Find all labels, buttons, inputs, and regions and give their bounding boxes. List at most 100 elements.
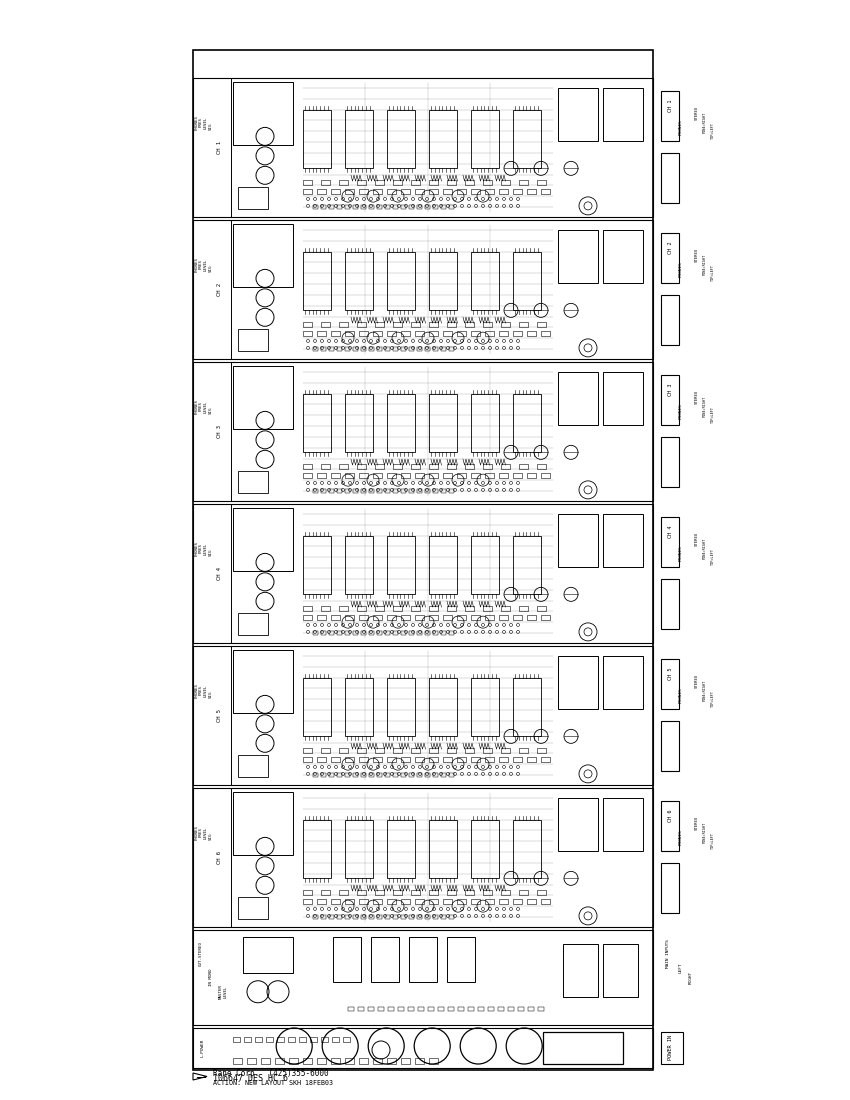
- Bar: [447, 179, 456, 185]
- Text: LEFT: LEFT: [679, 962, 683, 974]
- Bar: [345, 915, 350, 918]
- Text: PIN4=RIGHT: PIN4=RIGHT: [703, 680, 707, 701]
- Text: CH 6: CH 6: [668, 810, 673, 822]
- Bar: [417, 915, 422, 918]
- Bar: [359, 758, 368, 762]
- Text: STEREO: STEREO: [695, 673, 699, 688]
- Bar: [425, 206, 430, 209]
- Bar: [359, 189, 368, 195]
- Bar: [485, 189, 494, 195]
- Text: PIN4=RIGHT: PIN4=RIGHT: [703, 112, 707, 133]
- Bar: [449, 631, 454, 635]
- Bar: [345, 206, 350, 209]
- Bar: [449, 773, 454, 777]
- Bar: [373, 758, 382, 762]
- Bar: [373, 900, 382, 904]
- Bar: [393, 321, 402, 327]
- Bar: [193, 504, 231, 644]
- Bar: [313, 490, 318, 493]
- Bar: [443, 900, 452, 904]
- Bar: [357, 748, 366, 752]
- Bar: [661, 864, 679, 913]
- Bar: [401, 331, 410, 337]
- Bar: [193, 504, 653, 644]
- Bar: [411, 179, 420, 185]
- Text: L-POWER: L-POWER: [201, 1038, 205, 1057]
- Bar: [303, 900, 312, 904]
- Bar: [433, 915, 438, 918]
- Bar: [483, 606, 492, 610]
- Bar: [359, 473, 368, 478]
- Bar: [378, 1006, 384, 1011]
- Bar: [377, 631, 382, 635]
- Bar: [429, 758, 438, 762]
- Bar: [418, 1006, 424, 1011]
- Bar: [375, 606, 384, 610]
- Bar: [447, 937, 475, 982]
- Bar: [357, 890, 366, 894]
- Bar: [375, 464, 384, 469]
- Bar: [401, 1058, 410, 1064]
- Bar: [483, 321, 492, 327]
- Bar: [303, 536, 331, 594]
- Bar: [331, 758, 340, 762]
- Bar: [447, 748, 456, 752]
- Bar: [387, 473, 396, 478]
- Bar: [485, 900, 494, 904]
- Text: OUT-STEREO: OUT-STEREO: [199, 942, 203, 966]
- Bar: [193, 78, 653, 217]
- Bar: [359, 616, 368, 620]
- Bar: [371, 937, 399, 982]
- Text: STEREO: STEREO: [695, 106, 699, 120]
- Bar: [541, 900, 550, 904]
- Bar: [558, 798, 598, 850]
- Bar: [501, 321, 510, 327]
- Bar: [261, 1058, 270, 1064]
- Bar: [401, 473, 410, 478]
- Bar: [541, 189, 550, 195]
- Bar: [369, 490, 374, 493]
- Bar: [401, 616, 410, 620]
- Bar: [401, 348, 406, 351]
- Text: CH 5: CH 5: [668, 668, 673, 680]
- Bar: [471, 252, 499, 310]
- Bar: [375, 321, 384, 327]
- Bar: [443, 616, 452, 620]
- Bar: [275, 1058, 284, 1064]
- Bar: [409, 348, 414, 351]
- Bar: [321, 915, 326, 918]
- Bar: [387, 678, 415, 736]
- Bar: [317, 616, 326, 620]
- Bar: [348, 1006, 354, 1011]
- Bar: [393, 464, 402, 469]
- Bar: [329, 490, 334, 493]
- Bar: [537, 748, 546, 752]
- Bar: [513, 331, 522, 337]
- Bar: [447, 321, 456, 327]
- Bar: [233, 224, 293, 287]
- Bar: [409, 915, 414, 918]
- Bar: [558, 230, 598, 283]
- Bar: [603, 88, 643, 141]
- Bar: [321, 206, 326, 209]
- Bar: [478, 1006, 484, 1011]
- Text: CH 3: CH 3: [668, 384, 673, 396]
- Bar: [558, 88, 598, 141]
- Bar: [441, 915, 446, 918]
- Text: PHONES
PRES
LEVEL: PHONES PRES LEVEL: [195, 399, 207, 414]
- Bar: [441, 348, 446, 351]
- Bar: [238, 329, 268, 351]
- Bar: [429, 110, 457, 168]
- Text: PHONES: PHONES: [679, 261, 683, 276]
- Bar: [519, 464, 528, 469]
- Bar: [377, 206, 382, 209]
- Bar: [361, 490, 366, 493]
- Bar: [465, 748, 474, 752]
- Bar: [233, 650, 293, 713]
- Bar: [333, 937, 361, 982]
- Bar: [387, 900, 396, 904]
- Bar: [501, 890, 510, 894]
- Bar: [303, 331, 312, 337]
- Bar: [357, 606, 366, 610]
- Bar: [428, 1006, 434, 1011]
